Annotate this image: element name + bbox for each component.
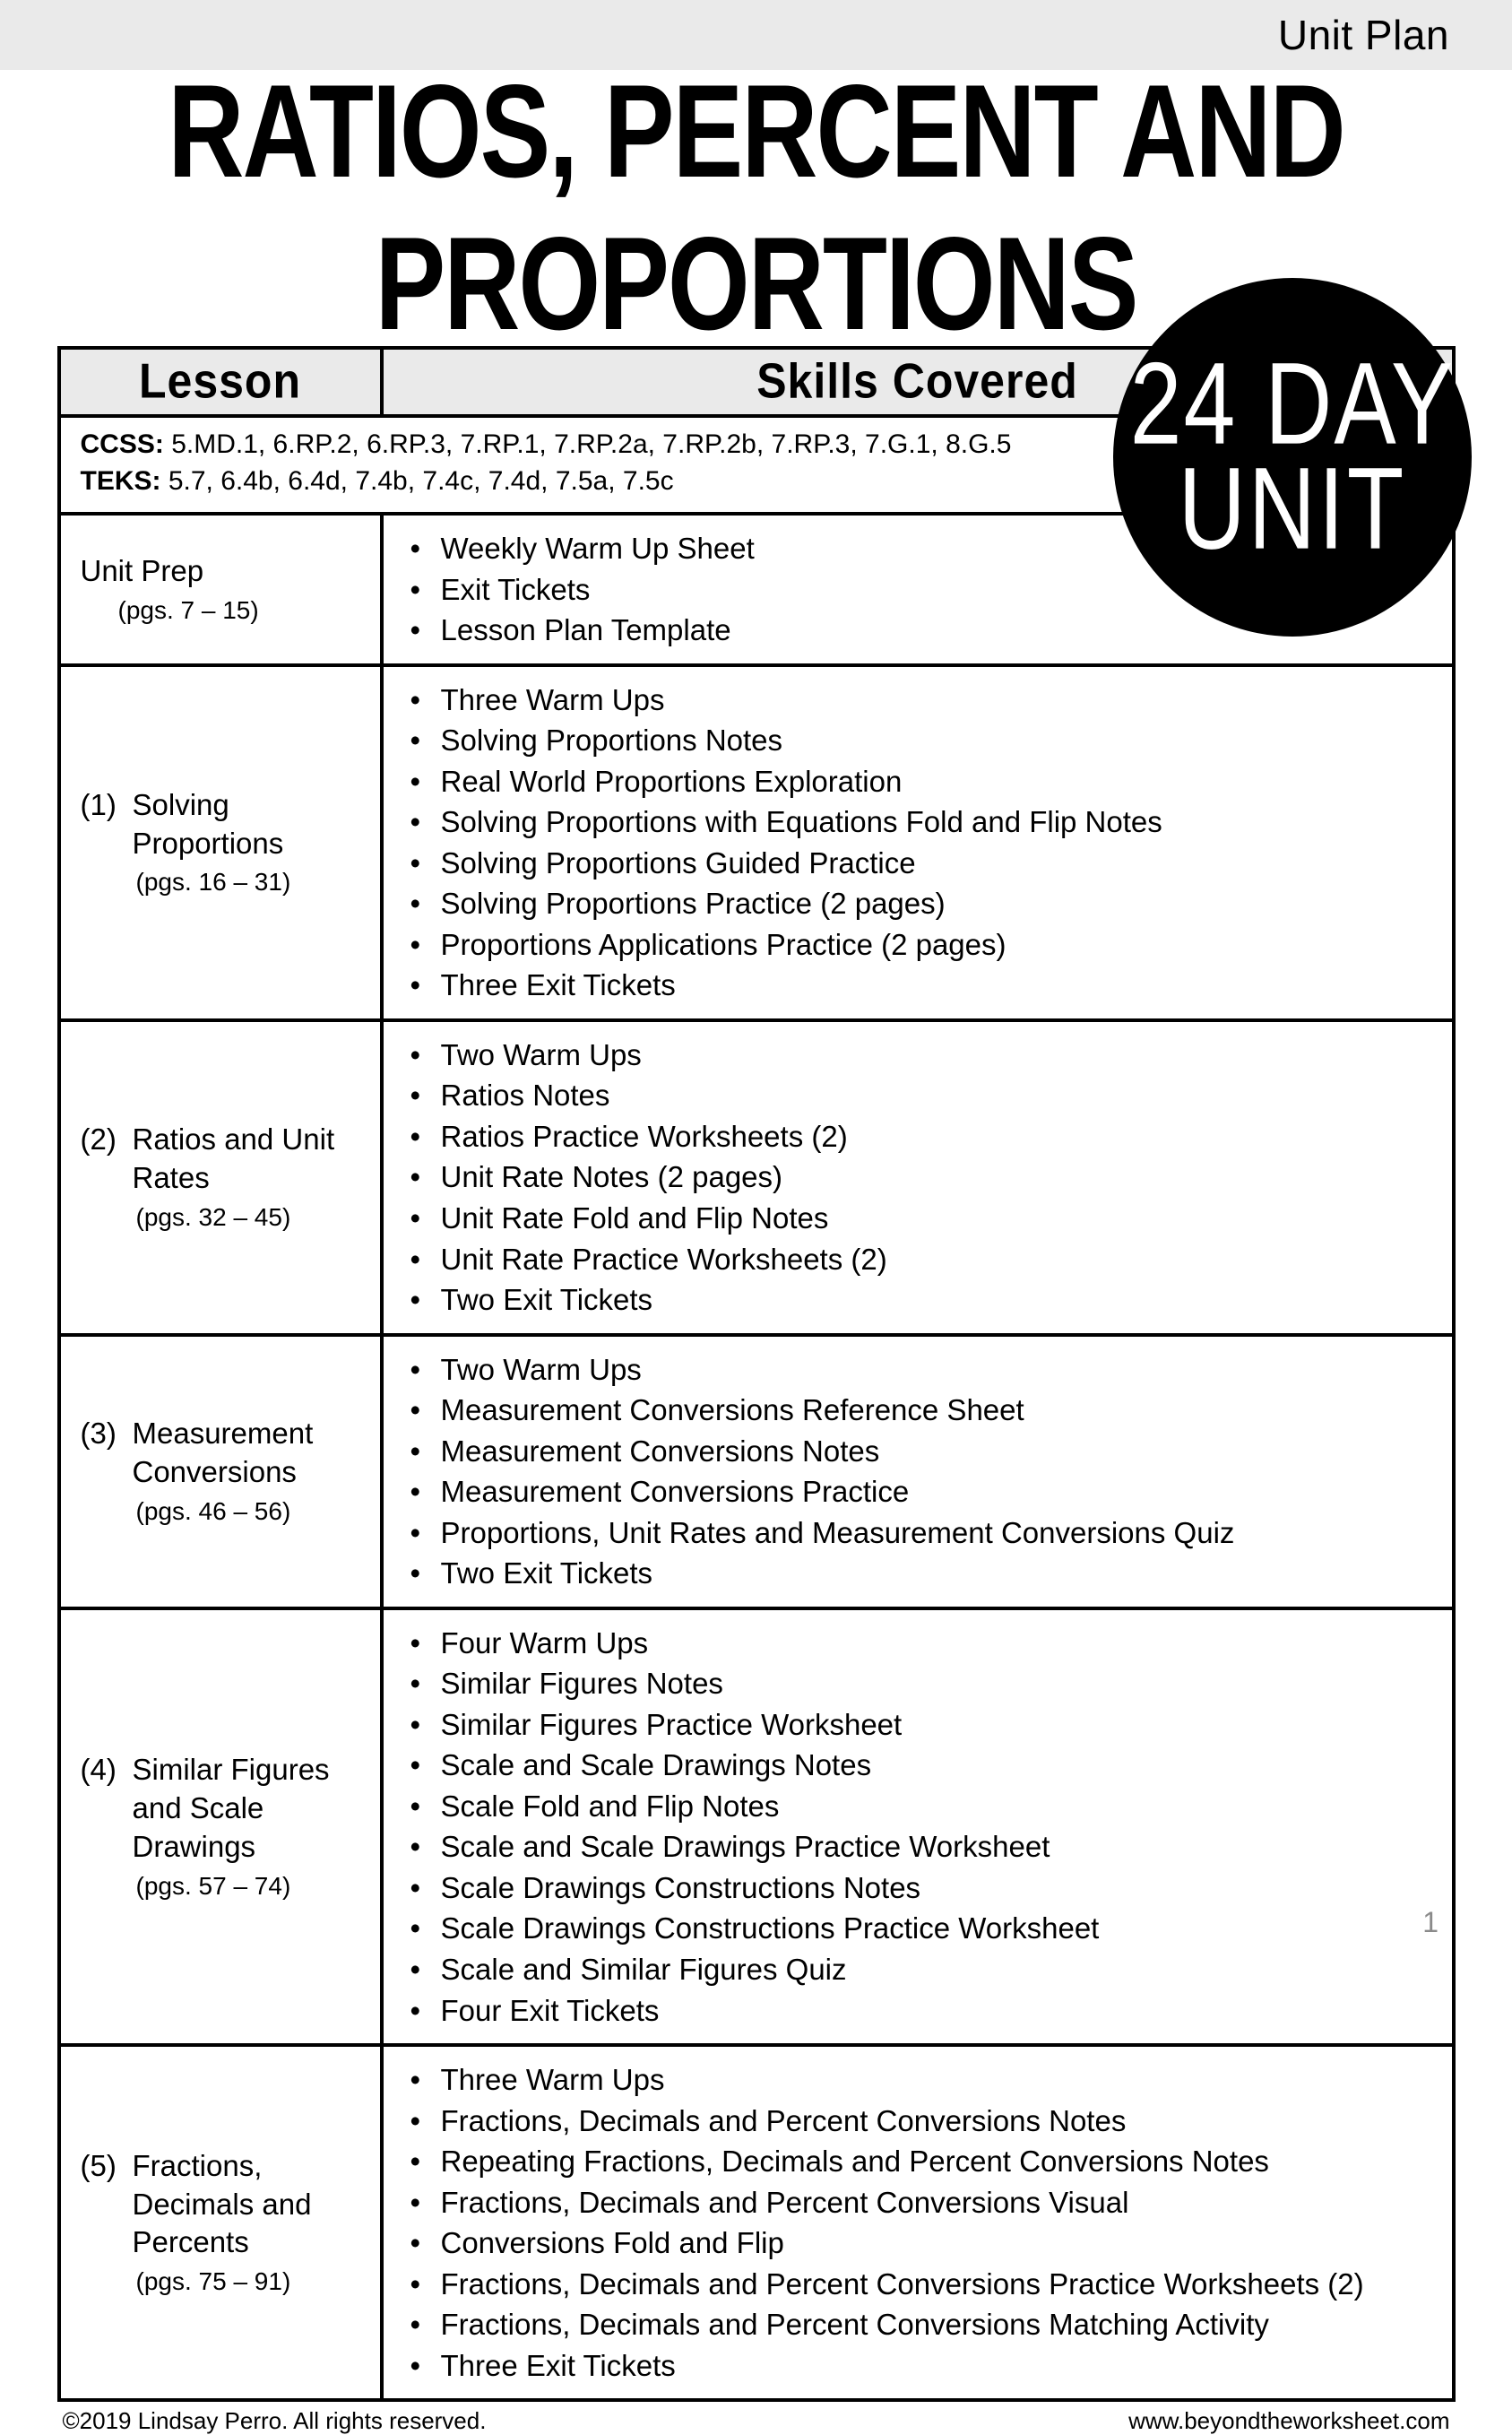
skill-item: Real World Proportions Exploration bbox=[410, 761, 1434, 802]
lesson-number: (3) bbox=[81, 1415, 133, 1492]
lesson-row: (1)Solving Proportions(pgs. 16 – 31)Thre… bbox=[61, 667, 1452, 1022]
lesson-row: (5)Fractions, Decimals and Percents(pgs.… bbox=[61, 2047, 1452, 2398]
skill-item: Measurement Conversions Notes bbox=[410, 1431, 1434, 1472]
lesson-table: Lesson Skills Covered CCSS: 5.MD.1, 6.RP… bbox=[57, 346, 1456, 2402]
skill-item: Ratios Notes bbox=[410, 1075, 1434, 1116]
skill-item: Solving Proportions Practice (2 pages) bbox=[410, 883, 1434, 924]
skill-item: Solving Proportions with Equations Fold … bbox=[410, 802, 1434, 843]
lesson-title-row: (3)Measurement Conversions bbox=[81, 1415, 367, 1492]
skill-item: Fractions, Decimals and Percent Conversi… bbox=[410, 2264, 1434, 2305]
lesson-title: Unit Prep bbox=[81, 552, 367, 591]
skill-item: Scale Drawings Constructions Notes bbox=[410, 1867, 1434, 1909]
duration-badge: 24 DAY UNIT bbox=[1113, 278, 1472, 637]
lesson-title-row: (1)Solving Proportions bbox=[81, 786, 367, 863]
skill-item: Three Exit Tickets bbox=[410, 2345, 1434, 2387]
lesson-title: Similar Figures and Scale Drawings bbox=[133, 1751, 367, 1867]
th-lesson: Lesson bbox=[61, 346, 384, 417]
skill-item: Solving Proportions Notes bbox=[410, 720, 1434, 761]
lesson-pages: (pgs. 32 – 45) bbox=[81, 1201, 367, 1234]
lesson-cell: (4)Similar Figures and Scale Drawings(pg… bbox=[61, 1610, 384, 2043]
skills-cell: Two Warm UpsMeasurement Conversions Refe… bbox=[384, 1337, 1452, 1607]
lesson-row: (2)Ratios and Unit Rates(pgs. 32 – 45)Tw… bbox=[61, 1022, 1452, 1337]
skills-list: Two Warm UpsRatios NotesRatios Practice … bbox=[410, 1035, 1434, 1321]
teks-value: 5.7, 6.4b, 6.4d, 7.4b, 7.4c, 7.4d, 7.5a,… bbox=[168, 466, 674, 496]
skill-item: Fractions, Decimals and Percent Conversi… bbox=[410, 2304, 1434, 2345]
lesson-title-row: (5)Fractions, Decimals and Percents bbox=[81, 2147, 367, 2263]
lesson-title-row: (2)Ratios and Unit Rates bbox=[81, 1121, 367, 1198]
lesson-number: (1) bbox=[81, 786, 133, 863]
skill-item: Scale and Similar Figures Quiz bbox=[410, 1949, 1434, 1990]
header-label: Unit Plan bbox=[1278, 11, 1449, 59]
skill-item: Two Exit Tickets bbox=[410, 1553, 1434, 1594]
lesson-pages: (pgs. 57 – 74) bbox=[81, 1870, 367, 1902]
lesson-title: Solving Proportions bbox=[133, 786, 367, 863]
skill-item: Three Warm Ups bbox=[410, 680, 1434, 721]
skills-list: Three Warm UpsSolving Proportions NotesR… bbox=[410, 680, 1434, 1006]
lesson-cell: (1)Solving Proportions(pgs. 16 – 31) bbox=[61, 667, 384, 1018]
footer: ©2019 Lindsay Perro. All rights reserved… bbox=[57, 2407, 1456, 2435]
lesson-cell: (5)Fractions, Decimals and Percents(pgs.… bbox=[61, 2047, 384, 2398]
skill-item: Solving Proportions Guided Practice bbox=[410, 843, 1434, 884]
lesson-title: Measurement Conversions bbox=[133, 1415, 367, 1492]
page-number: 1 bbox=[1422, 1906, 1439, 1939]
skills-list: Three Warm UpsFractions, Decimals and Pe… bbox=[410, 2059, 1434, 2386]
skill-item: Similar Figures Notes bbox=[410, 1663, 1434, 1704]
lesson-pages: (pgs. 46 – 56) bbox=[81, 1495, 367, 1528]
skill-item: Similar Figures Practice Worksheet bbox=[410, 1704, 1434, 1746]
lesson-number: (2) bbox=[81, 1121, 133, 1198]
skill-item: Proportions, Unit Rates and Measurement … bbox=[410, 1512, 1434, 1554]
skill-item: Conversions Fold and Flip bbox=[410, 2223, 1434, 2264]
skills-cell: Three Warm UpsFractions, Decimals and Pe… bbox=[384, 2047, 1452, 2398]
skill-item: Scale Drawings Constructions Practice Wo… bbox=[410, 1908, 1434, 1949]
skill-item: Two Warm Ups bbox=[410, 1349, 1434, 1391]
skills-list: Four Warm UpsSimilar Figures NotesSimila… bbox=[410, 1623, 1434, 2031]
website-text: www.beyondtheworksheet.com bbox=[1128, 2407, 1449, 2435]
skill-item: Proportions Applications Practice (2 pag… bbox=[410, 924, 1434, 966]
lesson-cell: Unit Prep(pgs. 7 – 15) bbox=[61, 516, 384, 663]
skill-item: Two Warm Ups bbox=[410, 1035, 1434, 1076]
lesson-pages: (pgs. 7 – 15) bbox=[81, 594, 367, 627]
ccss-value: 5.MD.1, 6.RP.2, 6.RP.3, 7.RP.1, 7.RP.2a,… bbox=[171, 429, 1011, 459]
skill-item: Scale and Scale Drawings Notes bbox=[410, 1745, 1434, 1786]
lesson-title: Fractions, Decimals and Percents bbox=[133, 2147, 367, 2263]
skills-cell: Two Warm UpsRatios NotesRatios Practice … bbox=[384, 1022, 1452, 1333]
skill-item: Scale Fold and Flip Notes bbox=[410, 1786, 1434, 1827]
skill-item: Unit Rate Practice Worksheets (2) bbox=[410, 1239, 1434, 1280]
skill-item: Measurement Conversions Practice bbox=[410, 1471, 1434, 1512]
lesson-title-row: (4)Similar Figures and Scale Drawings bbox=[81, 1751, 367, 1867]
teks-label: TEKS: bbox=[81, 466, 161, 496]
skill-item: Two Exit Tickets bbox=[410, 1279, 1434, 1321]
skill-item: Four Warm Ups bbox=[410, 1623, 1434, 1664]
skill-item: Four Exit Tickets bbox=[410, 1990, 1434, 2032]
lesson-row: (4)Similar Figures and Scale Drawings(pg… bbox=[61, 1610, 1452, 2047]
skills-list: Two Warm UpsMeasurement Conversions Refe… bbox=[410, 1349, 1434, 1594]
skill-item: Measurement Conversions Reference Sheet bbox=[410, 1390, 1434, 1431]
skill-item: Three Exit Tickets bbox=[410, 965, 1434, 1006]
lesson-row: (3)Measurement Conversions(pgs. 46 – 56)… bbox=[61, 1337, 1452, 1610]
lesson-pages: (pgs. 16 – 31) bbox=[81, 866, 367, 898]
skill-item: Ratios Practice Worksheets (2) bbox=[410, 1116, 1434, 1157]
lesson-number: (4) bbox=[81, 1751, 133, 1867]
skill-item: Unit Rate Notes (2 pages) bbox=[410, 1157, 1434, 1198]
badge-line2: UNIT bbox=[1179, 455, 1407, 565]
lesson-pages: (pgs. 75 – 91) bbox=[81, 2266, 367, 2298]
skill-item: Three Warm Ups bbox=[410, 2059, 1434, 2101]
lesson-number: (5) bbox=[81, 2147, 133, 2263]
skill-item: Repeating Fractions, Decimals and Percen… bbox=[410, 2141, 1434, 2182]
lesson-cell: (3)Measurement Conversions(pgs. 46 – 56) bbox=[61, 1337, 384, 1607]
skill-item: Scale and Scale Drawings Practice Worksh… bbox=[410, 1826, 1434, 1867]
ccss-label: CCSS: bbox=[81, 429, 164, 459]
lesson-cell: (2)Ratios and Unit Rates(pgs. 32 – 45) bbox=[61, 1022, 384, 1333]
skill-item: Unit Rate Fold and Flip Notes bbox=[410, 1198, 1434, 1239]
copyright-text: ©2019 Lindsay Perro. All rights reserved… bbox=[63, 2407, 487, 2435]
skills-cell: Three Warm UpsSolving Proportions NotesR… bbox=[384, 667, 1452, 1018]
skills-cell: Four Warm UpsSimilar Figures NotesSimila… bbox=[384, 1610, 1452, 2043]
lesson-title: Ratios and Unit Rates bbox=[133, 1121, 367, 1198]
skill-item: Fractions, Decimals and Percent Conversi… bbox=[410, 2182, 1434, 2223]
skill-item: Fractions, Decimals and Percent Conversi… bbox=[410, 2101, 1434, 2142]
